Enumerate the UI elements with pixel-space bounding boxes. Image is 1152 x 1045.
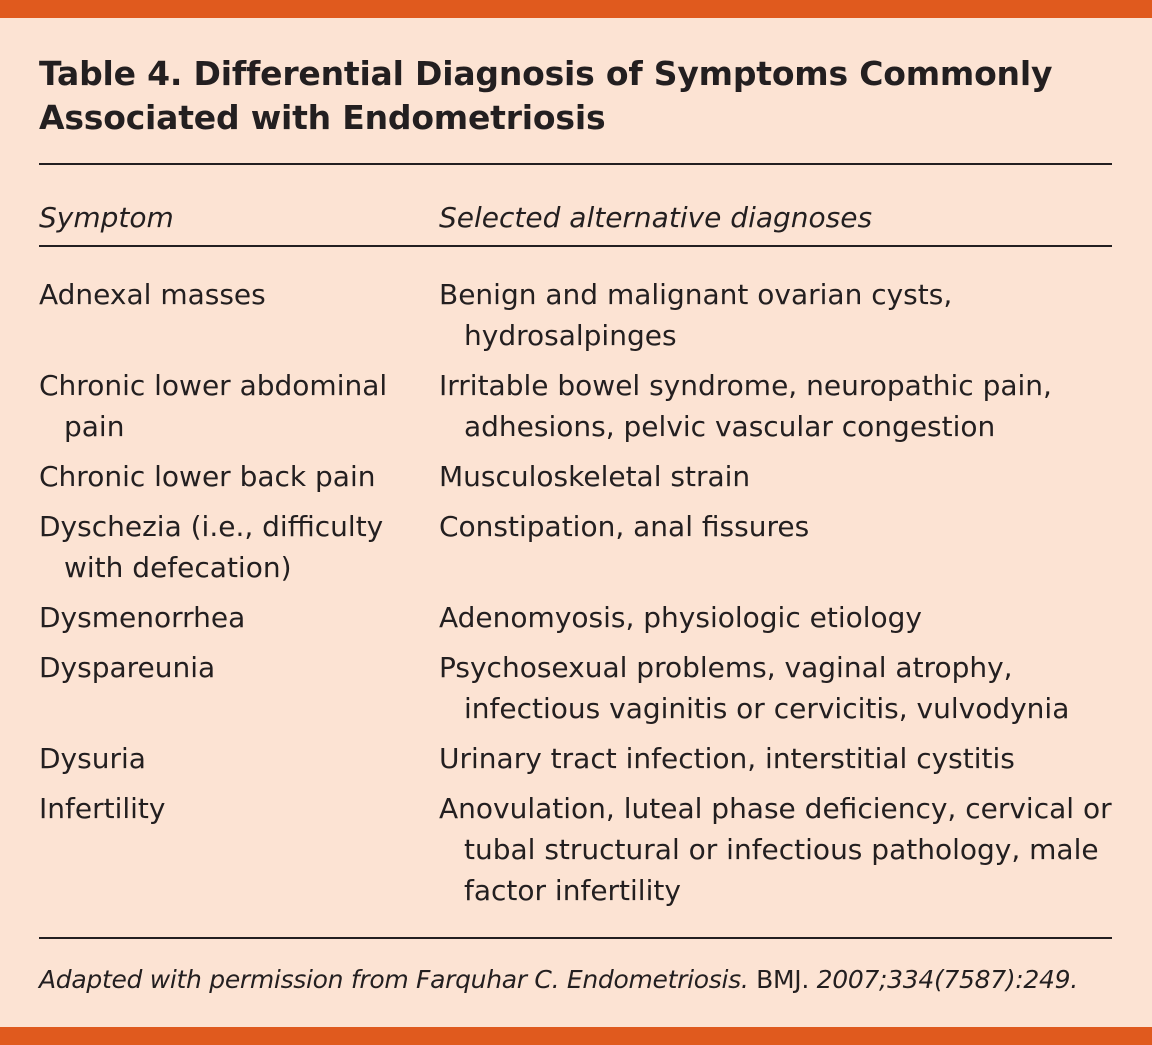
symptom-cell: Dysmenorrhea bbox=[39, 601, 246, 634]
symptom-cell: Dyspareunia bbox=[39, 651, 216, 684]
diagnoses-cell: Urinary tract infection, interstitial cy… bbox=[439, 742, 1015, 775]
diagnoses-cell: Adenomyosis, physiologic etiology bbox=[439, 601, 922, 634]
bottom-rule bbox=[39, 937, 1112, 939]
symptom-cell: Dysuria bbox=[39, 742, 146, 775]
diagnoses-cell: Benign and malignant ovarian cysts, hydr… bbox=[439, 278, 953, 352]
table-row: Dyspareunia Psychosexual problems, vagina… bbox=[39, 647, 1112, 738]
symptom-cell: Adnexal masses bbox=[39, 278, 266, 311]
header-rule bbox=[39, 245, 1112, 247]
footnote-journal: BMJ. bbox=[756, 965, 809, 994]
title-rule bbox=[39, 163, 1112, 165]
footnote: Adapted with permission from Farquhar C.… bbox=[39, 960, 1078, 1000]
top-accent-bar bbox=[0, 0, 1152, 18]
symptom-cell: Infertility bbox=[39, 792, 166, 825]
table-row: Dysmenorrhea Adenomyosis, physiologic eti… bbox=[39, 597, 1112, 647]
column-header-symptom: Symptom bbox=[39, 201, 174, 234]
diagnoses-cell: Anovulation, luteal phase deficiency, ce… bbox=[439, 792, 1112, 907]
table-row: Dyschezia (i.e., difficulty with defecat… bbox=[39, 506, 1112, 597]
diagnosis-table: Adnexal masses Benign and malignant ovari… bbox=[39, 274, 1112, 920]
table-row: Infertility Anovulation, luteal phase def… bbox=[39, 788, 1112, 920]
symptom-cell: Dyschezia (i.e., difficulty with defecat… bbox=[39, 510, 384, 584]
table-row: Chronic lower back pain Musculoskeletal s… bbox=[39, 456, 1112, 506]
column-header-diagnoses: Selected alternative diagnoses bbox=[439, 201, 873, 234]
footnote-text: Adapted with permission from Farquhar C.… bbox=[39, 965, 757, 994]
diagnoses-cell: Constipation, anal fissures bbox=[439, 510, 810, 543]
bottom-accent-bar bbox=[0, 1027, 1152, 1045]
symptom-cell: Chronic lower back pain bbox=[39, 460, 376, 493]
table-row: Dysuria Urinary tract infection, intersti… bbox=[39, 738, 1112, 788]
table-row: Adnexal masses Benign and malignant ovari… bbox=[39, 274, 1112, 365]
table-row: Chronic lower abdominal pain Irritable bo… bbox=[39, 365, 1112, 456]
diagnoses-cell: Irritable bowel syndrome, neuropathic pa… bbox=[439, 369, 1052, 443]
table-title: Table 4. Differential Diagnosis of Sympt… bbox=[39, 54, 1053, 137]
footnote-citation: 2007;334(7587):249. bbox=[808, 965, 1079, 994]
symptom-cell: Chronic lower abdominal pain bbox=[39, 369, 388, 443]
diagnoses-cell: Psychosexual problems, vaginal atrophy, … bbox=[439, 651, 1070, 725]
diagnoses-cell: Musculoskeletal strain bbox=[439, 460, 751, 493]
